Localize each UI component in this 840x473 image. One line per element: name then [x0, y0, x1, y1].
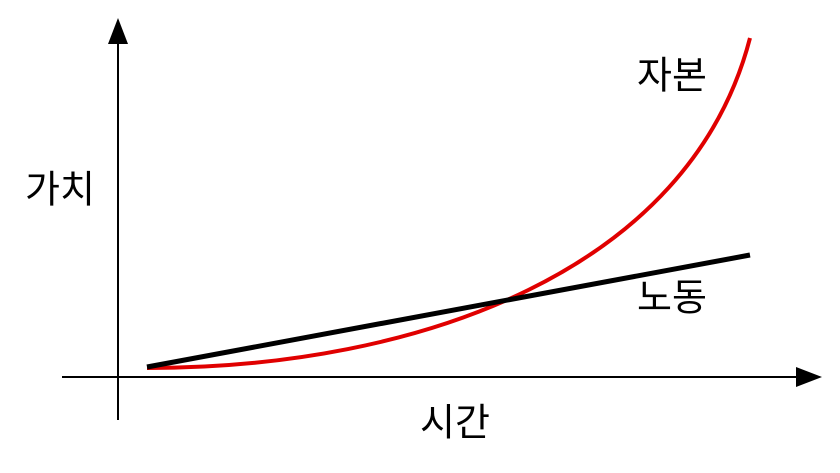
capital-curve: [146, 37, 752, 370]
capital-label: 자본: [637, 54, 707, 98]
x-axis-arrow: [796, 367, 822, 387]
y-axis-arrow: [108, 18, 128, 44]
y-axis-label: 가치: [25, 168, 95, 212]
labor-line: [146, 252, 751, 370]
labor-label: 노동: [637, 276, 707, 320]
x-axis-label: 시간: [420, 401, 490, 445]
